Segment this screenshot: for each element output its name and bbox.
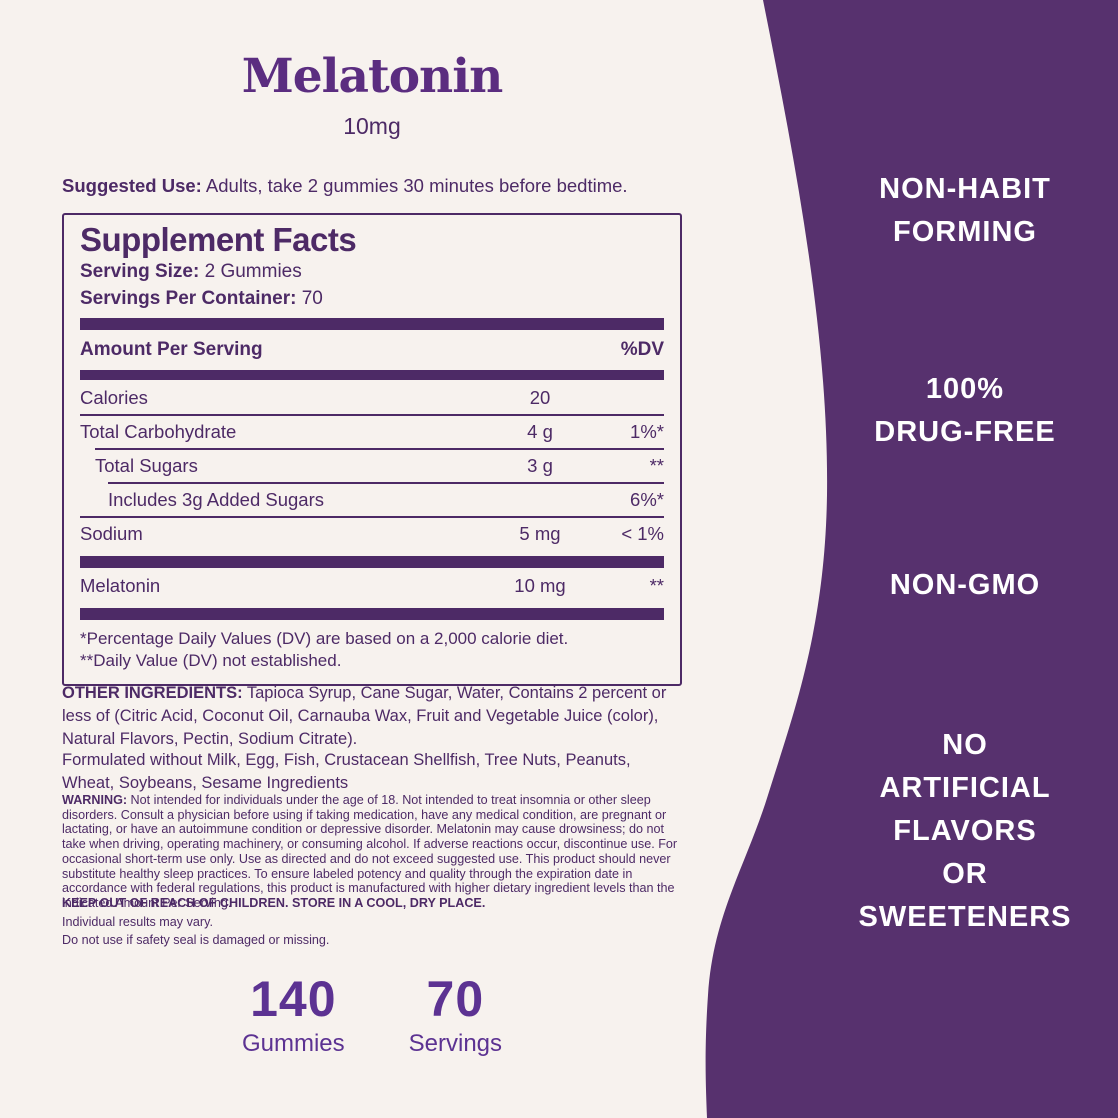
warning-text: Not intended for individuals under the a… [62,793,678,911]
dv-header: %DV [620,339,664,361]
facts-row-total-carbohydrate: Total Carbohydrate 4 g 1%* [80,421,664,443]
label-main-column: Melatonin 10mg Suggested Use: Adults, ta… [62,0,682,1118]
warning-label: WARNING: [62,793,128,807]
claim-no-artificial: NO ARTIFICIAL FLAVORS OR SWEETENERS [760,724,1118,939]
gummies-count-value: 140 [250,971,337,1027]
servings-per-container-label: Servings Per Container: [80,287,297,309]
claim-line: DRUG-FREE [874,416,1056,448]
claim-line: ARTIFICIAL [879,772,1051,804]
other-ingredients-label: OTHER INGREDIENTS: [62,684,243,702]
claim-line: FORMING [893,216,1037,248]
serving-size-label: Serving Size: [80,260,200,282]
warning-paragraph: WARNING: Not intended for individuals un… [62,793,684,911]
claim-non-habit-forming: NON-HABIT FORMING [760,168,1118,254]
serving-size-line: Serving Size: 2 Gummies [80,259,664,286]
claim-line: NO [942,729,988,761]
thick-rule [80,608,664,621]
gummies-count: 140 Gummies [242,972,345,1058]
suggested-use-label: Suggested Use: [62,175,202,196]
thick-rule [80,318,664,331]
claim-non-gmo: NON-GMO [760,564,1118,607]
facts-row-calories: Calories 20 [80,387,551,409]
claim-line: NON-HABIT [879,173,1051,205]
claim-line: NON-GMO [889,569,1041,601]
thick-rule [80,556,664,569]
servings-count: 70 Servings [409,972,502,1058]
gummies-count-label: Gummies [241,1030,345,1057]
supplement-facts-title: Supplement Facts [80,221,357,258]
safety-seal-line: Do not use if safety seal is damaged or … [62,933,330,947]
hairline-rule [80,516,664,519]
other-ingredients: OTHER INGREDIENTS: Tapioca Syrup, Cane S… [62,682,682,750]
individual-results-line: Individual results may vary. [62,915,213,929]
hairline-rule [108,482,664,485]
product-dose: 10mg [343,113,401,140]
hairline-rule [80,414,664,417]
footnote-dv-not-established: **Daily Value (DV) not established. [80,650,342,670]
formulated-without: Formulated without Milk, Egg, Fish, Crus… [62,751,631,792]
claim-line: OR [942,858,988,890]
servings-per-container-line: Servings Per Container: 70 [80,286,664,313]
count-stats: 140 Gummies 70 Servings [62,972,682,1058]
facts-row-added-sugars: Includes 3g Added Sugars 6%* [108,489,664,511]
dv-footnotes: *Percentage Daily Values (DV) are based … [80,628,664,672]
footnote-dv-percent: *Percentage Daily Values (DV) are based … [80,629,569,649]
product-header: Melatonin 10mg [62,52,682,140]
amount-per-serving-header: Amount Per Serving [80,339,263,361]
other-ingredients-text: Tapioca Syrup, Cane Sugar, Water, Contai… [62,684,667,748]
supplement-facts-panel: Supplement Facts Serving Size: 2 Gummies… [62,213,682,686]
facts-header-row: Amount Per Serving %DV [80,332,664,367]
claim-drug-free: 100% DRUG-FREE [760,368,1118,454]
claim-line: SWEETENERS [858,901,1072,933]
claim-line: FLAVORS [893,815,1037,847]
servings-count-value: 70 [426,971,485,1027]
thick-rule [80,370,664,381]
claim-line: 100% [925,373,1005,405]
facts-row-total-sugars: Total Sugars 3 g ** [95,455,664,477]
servings-per-container-value: 70 [296,287,323,309]
servings-count-label: Servings [408,1030,503,1057]
product-title: Melatonin [241,49,504,104]
hairline-rule [95,448,664,451]
suggested-use: Suggested Use: Adults, take 2 gummies 30… [62,175,682,197]
facts-row-sodium: Sodium 5 mg < 1% [80,523,664,545]
suggested-use-text: Adults, take 2 gummies 30 minutes before… [201,175,628,196]
keep-out-of-reach-line: KEEP OUT OF REACH OF CHILDREN. STORE IN … [62,896,486,910]
serving-size-value: 2 Gummies [199,260,302,282]
facts-row-melatonin: Melatonin 10 mg ** [80,575,664,597]
